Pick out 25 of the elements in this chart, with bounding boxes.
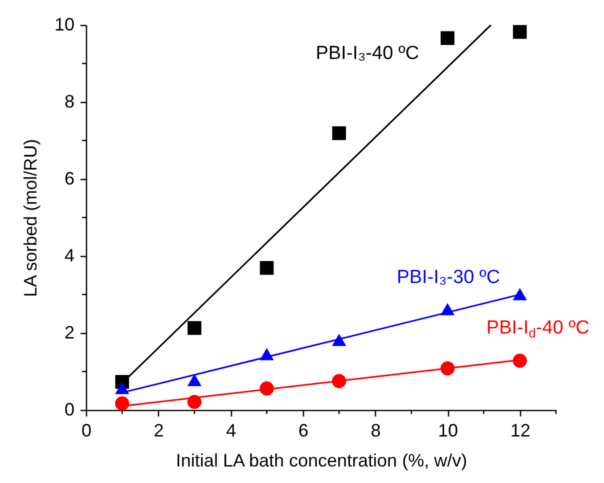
- x-tick-label: 12: [510, 420, 530, 440]
- point: [260, 261, 274, 275]
- point: [512, 25, 527, 39]
- point: [188, 321, 202, 335]
- y-tick-label: 0: [64, 400, 74, 420]
- x-tick-label: 0: [81, 420, 92, 440]
- series-label: PBI-I₃-30 ºC: [396, 267, 500, 288]
- x-axis-title: Initial LA bath concentration (%, w/v): [176, 450, 468, 470]
- point: [332, 126, 346, 140]
- x-tick-label: 8: [370, 420, 381, 440]
- series-label: PBI-I₃-40 ºC: [316, 42, 420, 64]
- point: [512, 354, 527, 368]
- y-tick-label: 8: [64, 92, 74, 112]
- y-tick-label: 10: [54, 14, 74, 34]
- y-tick-label: 4: [64, 246, 74, 266]
- x-tick-label: 2: [154, 420, 164, 440]
- x-tick-label: 6: [298, 420, 308, 440]
- y-tick-label: 6: [64, 168, 74, 188]
- point: [440, 31, 454, 45]
- point: [187, 374, 202, 386]
- x-tick-label: 10: [438, 420, 458, 440]
- point: [115, 396, 130, 411]
- y-axis-title: LA sorbed (mol/RU): [20, 138, 40, 298]
- y-tick-label: 2: [64, 322, 74, 342]
- x-tick-label: 4: [226, 420, 236, 440]
